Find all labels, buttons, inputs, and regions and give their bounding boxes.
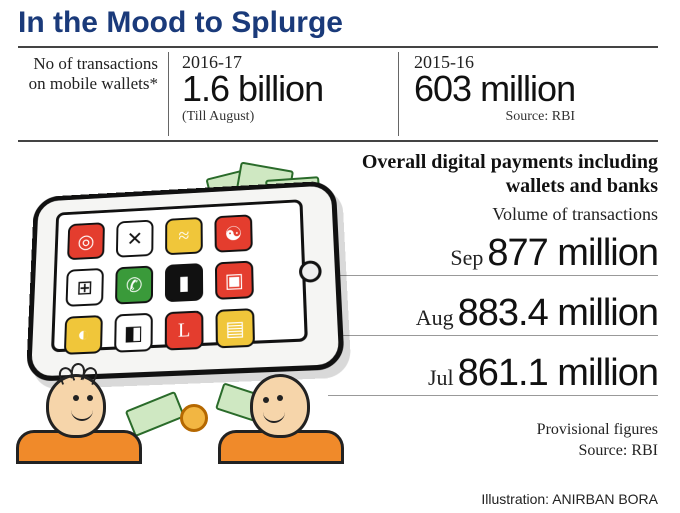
divider-2 (398, 52, 399, 136)
app-icon: L (165, 310, 204, 350)
illustration: ◎ ✕ ≈ ☯ ⊞ ✆ ▮ ▣ ◐ ◧ L ▤ (18, 160, 338, 450)
person-head (250, 374, 310, 438)
footnote: Provisional figures Source: RBI (328, 420, 658, 462)
eye-icon (87, 395, 93, 401)
app-icon: ◎ (67, 222, 105, 260)
app-icon: ▤ (215, 308, 255, 348)
app-icon: ◐ (64, 315, 103, 355)
metric-label: No of transactions on mobile wallets* (18, 54, 158, 95)
month-value: 877 million (487, 232, 658, 274)
year-block-2015-16: 2015-16 603 million Source: RBI (414, 52, 575, 125)
month-value: 883.4 million (458, 292, 658, 334)
eye-icon (263, 397, 269, 403)
person-head (46, 374, 106, 438)
month-row: Jul861.1 million (328, 352, 658, 396)
rule-top (18, 46, 658, 48)
tablet-wallet: ◎ ✕ ≈ ☯ ⊞ ✆ ▮ ▣ ◐ ◧ L ▤ (26, 181, 334, 372)
mouth-icon (263, 411, 285, 423)
month-label: Sep (450, 245, 483, 270)
person-right (218, 380, 338, 450)
coin-icon (180, 404, 208, 432)
year-sub: Source: RBI (414, 109, 575, 125)
app-icon: ▣ (215, 261, 254, 300)
app-icon: ≈ (165, 217, 203, 255)
month-row: Sep877 million (328, 232, 658, 276)
month-value: 861.1 million (458, 352, 658, 394)
year-value: 603 million (414, 71, 575, 107)
footnote-line: Source: RBI (328, 441, 658, 462)
eye-icon (73, 395, 79, 401)
person-left (16, 380, 136, 450)
overall-heading: Overall digital payments including walle… (328, 150, 658, 198)
app-icon: ✆ (115, 266, 153, 305)
app-icon: ✕ (116, 220, 154, 258)
rule-mid (18, 140, 658, 142)
month-label: Jul (428, 365, 454, 390)
footnote-line: Provisional figures (328, 420, 658, 441)
illustration-credit: Illustration: ANIRBAN BORA (481, 491, 658, 507)
headline-title: In the Mood to Splurge (18, 6, 343, 40)
mouth-icon (71, 409, 93, 421)
month-label: Aug (416, 305, 454, 330)
app-icon: ☯ (214, 214, 252, 252)
app-icon: ⊞ (65, 268, 103, 307)
volume-subhead: Volume of transactions (328, 204, 658, 225)
divider-1 (168, 52, 169, 136)
eye-icon (277, 395, 283, 401)
year-block-2016-17: 2016-17 1.6 billion (Till August) (182, 52, 323, 125)
year-sub: (Till August) (182, 109, 323, 125)
app-icon: ▮ (165, 263, 203, 302)
month-row: Aug883.4 million (328, 292, 658, 336)
tablet-screen: ◎ ✕ ≈ ☯ ⊞ ✆ ▮ ▣ ◐ ◧ L ▤ (51, 199, 308, 352)
year-value: 1.6 billion (182, 71, 323, 107)
app-icon: ◧ (114, 313, 153, 353)
